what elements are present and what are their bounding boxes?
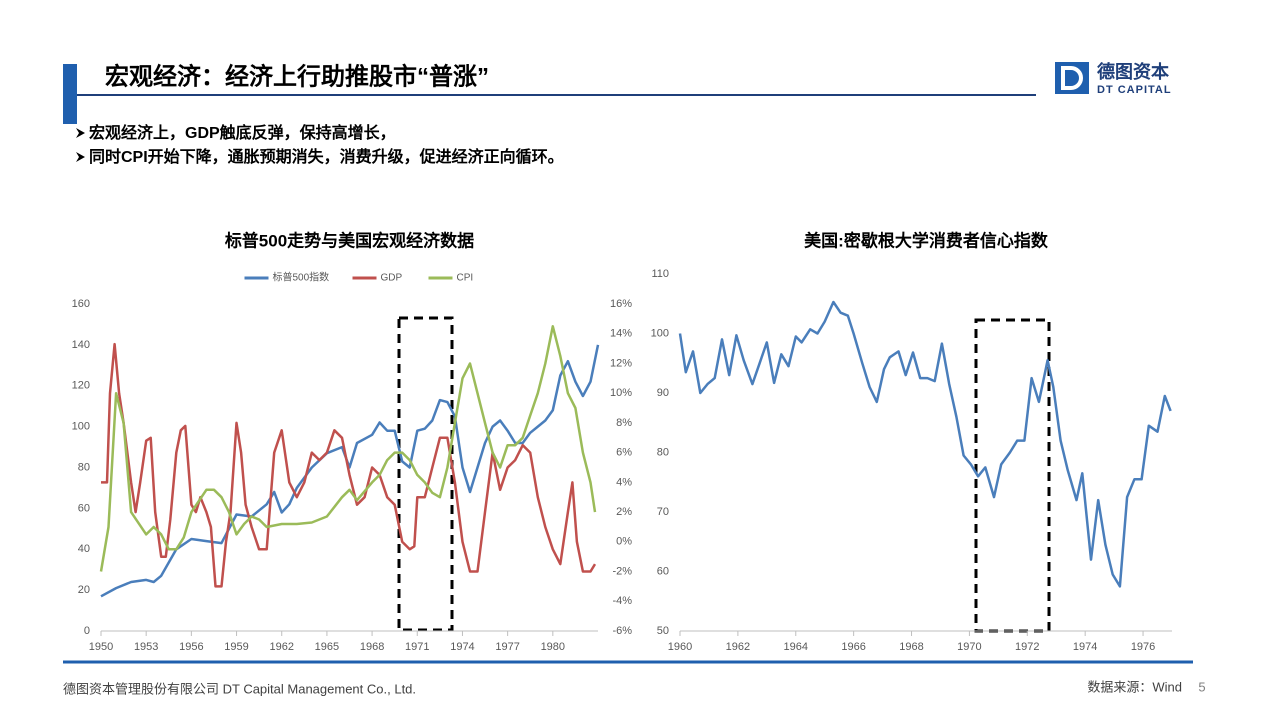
legend-label: GDP [381,273,403,284]
y-tick-label: 80 [78,461,90,473]
x-tick-label: 1956 [179,641,203,653]
y2-tick-label: 10% [610,387,632,399]
bullet: 同时CPI开始下降，通胀预期消失，消费升级，促进经济正向循环。 [89,147,564,166]
x-tick-label: 1966 [841,641,865,653]
x-tick-label: 1965 [315,641,339,653]
x-tick-label: 1960 [668,641,692,653]
series-line [101,342,597,588]
series-line [678,300,1172,588]
y2-tick-label: 0% [616,536,632,548]
x-tick-label: 1976 [1131,641,1155,653]
logo-en: DT CAPITAL [1097,84,1172,96]
x-tick-label: 1972 [1015,641,1039,653]
x-tick-label: 1977 [495,641,519,653]
y-tick-label: 100 [72,421,90,433]
y-tick-label: 80 [657,446,669,458]
y2-tick-label: -2% [612,565,632,577]
bullet-marker [76,152,85,162]
chart-title: 标普500走势与美国宏观经济数据 [225,230,474,250]
chart-title: 美国:密歇根大学消费者信心指数 [804,230,1049,250]
footer-source: 数据来源：Wind [1087,679,1182,694]
x-tick-label: 1964 [784,641,808,653]
x-tick-label: 1962 [269,641,293,653]
slide-title: 宏观经济：经济上行助推股市“普涨” [105,62,489,90]
x-tick-label: 1974 [1073,641,1097,653]
x-tick-label: 1959 [224,641,248,653]
x-tick-label: 1953 [134,641,158,653]
x-tick-label: 1950 [89,641,113,653]
highlight-box [397,316,454,632]
y2-tick-label: -6% [612,625,632,637]
y2-tick-label: 8% [616,417,632,429]
x-tick-label: 1968 [899,641,923,653]
y2-tick-label: -4% [612,595,632,607]
x-tick-label: 1962 [726,641,750,653]
y-tick-label: 110 [651,268,669,280]
x-tick-label: 1968 [360,641,384,653]
y-tick-label: 160 [72,298,90,310]
y2-tick-label: 12% [610,357,632,369]
x-tick-label: 1971 [405,641,429,653]
series-line [99,325,597,572]
legend-label: CPI [457,273,474,284]
y-tick-label: 50 [657,625,669,637]
series-line [100,344,600,598]
y2-tick-label: 14% [610,328,632,340]
y-tick-label: 20 [78,584,90,596]
footer-company: 德图资本管理股份有限公司 DT Capital Management Co., … [63,681,416,696]
y-tick-label: 100 [651,327,669,339]
y-tick-label: 70 [657,506,669,518]
logo-cn: 德图资本 [1097,61,1169,82]
x-tick-label: 1974 [450,641,474,653]
logo-letter [1061,66,1083,90]
legend-label: 标普500指数 [273,271,330,284]
bullet: 宏观经济上，GDP触底反弹，保持高增长， [89,123,396,142]
y2-tick-label: 6% [616,447,632,459]
y-tick-label: 90 [657,387,669,399]
y-tick-label: 140 [72,339,90,351]
y-tick-label: 0 [84,625,90,637]
page-number: 5 [1198,679,1205,694]
y2-tick-label: 16% [610,298,632,310]
y2-tick-label: 2% [616,506,632,518]
x-tick-label: 1980 [541,641,565,653]
y-tick-label: 60 [657,565,669,577]
accent-bar [63,64,77,124]
bullet-marker [76,128,85,138]
y2-tick-label: 4% [616,476,632,488]
y-tick-label: 60 [78,502,90,514]
y-tick-label: 120 [72,380,90,392]
x-tick-label: 1970 [957,641,981,653]
y-tick-label: 40 [78,543,90,555]
